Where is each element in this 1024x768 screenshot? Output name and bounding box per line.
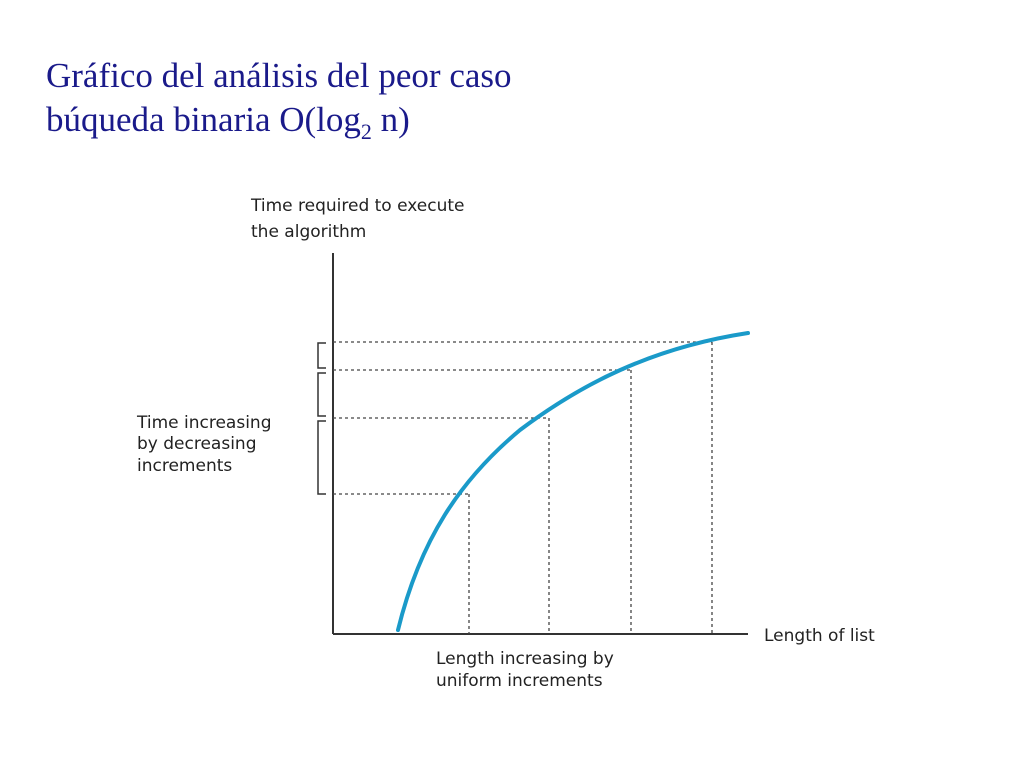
time-annotation-line-2: by decreasing bbox=[137, 434, 257, 454]
length-annotation-line-1: Length increasing by bbox=[436, 649, 614, 669]
title-line-2-suffix: n) bbox=[371, 100, 410, 139]
length-increase-annotation: Length increasing by uniform increments bbox=[436, 649, 619, 691]
increment-bracket-3 bbox=[317, 342, 326, 369]
increment-bracket-1 bbox=[317, 420, 326, 495]
time-increase-annotation: Time increasing by decreasing increments bbox=[136, 413, 277, 476]
length-annotation-line-2: uniform increments bbox=[436, 671, 603, 691]
x-axis-label: Length of list bbox=[764, 626, 875, 646]
title-line-2-prefix: búqueda binaria O(log bbox=[46, 100, 361, 139]
slide-title: Gráfico del análisis del peor caso búque… bbox=[46, 54, 512, 144]
time-annotation-line-1: Time increasing bbox=[136, 413, 272, 433]
y-axis-label-line-1: Time required to execute bbox=[250, 196, 465, 216]
y-axis-label-line-2: the algorithm bbox=[251, 222, 366, 242]
y-axis-label: Time required to execute the algorithm bbox=[250, 196, 470, 242]
increment-bracket-2 bbox=[317, 372, 326, 417]
title-log-base: 2 bbox=[360, 119, 372, 144]
title-line-1: Gráfico del análisis del peor caso bbox=[46, 56, 512, 95]
log-curve bbox=[396, 331, 750, 632]
time-annotation-line-3: increments bbox=[137, 456, 232, 476]
